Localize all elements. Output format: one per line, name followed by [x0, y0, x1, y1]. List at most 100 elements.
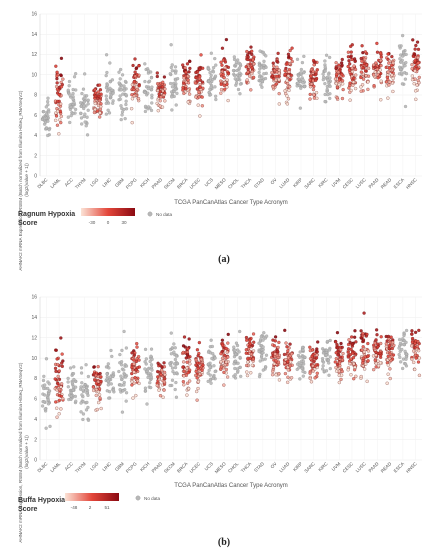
data-point [245, 78, 249, 82]
data-point [414, 43, 418, 48]
data-point [333, 77, 338, 81]
x-tick-label: PCPG [125, 461, 138, 474]
data-point [194, 358, 198, 362]
data-point [86, 102, 90, 106]
data-point [263, 76, 268, 81]
data-point [295, 57, 300, 61]
data-point [121, 92, 125, 96]
data-point [108, 86, 112, 90]
data-point [86, 98, 90, 102]
data-point [334, 351, 338, 355]
data-point [336, 70, 341, 74]
data-point [387, 66, 391, 70]
data-point [174, 103, 178, 107]
data-point [160, 365, 164, 369]
data-point [93, 88, 97, 92]
data-point [234, 81, 239, 85]
data-point [209, 85, 213, 89]
data-point [341, 351, 345, 356]
data-point [111, 101, 115, 105]
data-point [308, 345, 312, 349]
data-point [374, 328, 379, 332]
data-point [276, 360, 281, 364]
data-point [123, 375, 128, 379]
data-point [323, 82, 327, 86]
data-point [359, 70, 364, 74]
data-point [350, 69, 355, 74]
data-point [248, 74, 252, 78]
data-point [93, 94, 97, 98]
data-point [286, 375, 290, 379]
panel-caption: (b) [218, 537, 230, 548]
data-point [352, 76, 356, 80]
data-point [301, 81, 305, 85]
data-point [198, 372, 202, 376]
data-point [286, 349, 290, 353]
data-point [334, 357, 338, 361]
data-point [56, 109, 60, 113]
y-tick-label: 0 [34, 174, 37, 180]
data-point [96, 390, 101, 394]
x-tick-label: CESC [342, 177, 355, 190]
data-point [130, 371, 134, 376]
data-point [360, 59, 364, 63]
data-point [376, 345, 380, 349]
data-point [182, 81, 186, 85]
data-point [287, 70, 291, 74]
data-point [321, 351, 326, 355]
data-point [207, 368, 211, 372]
data-point [162, 361, 166, 365]
data-point [57, 398, 62, 403]
data-point [195, 376, 199, 380]
data-point [136, 97, 141, 101]
y-tick-label: 12 [31, 52, 37, 58]
data-point [341, 82, 345, 86]
data-point [104, 365, 109, 369]
data-point [186, 381, 190, 385]
data-point [324, 348, 329, 352]
data-point [143, 360, 147, 364]
data-point [389, 358, 393, 363]
data-point [245, 338, 249, 342]
data-point [231, 68, 236, 73]
data-point [326, 358, 331, 362]
data-point [337, 82, 341, 87]
data-point [211, 376, 215, 381]
data-point [198, 67, 202, 71]
data-point [366, 80, 370, 84]
data-point [175, 91, 179, 95]
data-point [348, 361, 352, 366]
data-point [366, 354, 370, 359]
data-point [130, 376, 134, 381]
data-point [325, 87, 329, 92]
data-point [410, 332, 414, 336]
data-point [85, 115, 89, 119]
data-point [137, 358, 141, 362]
data-point [98, 111, 102, 115]
data-point [233, 366, 237, 371]
data-point [54, 348, 58, 352]
data-point [170, 346, 175, 350]
x-tick-label: LIHC [101, 461, 112, 472]
data-point [86, 418, 91, 422]
data-point [417, 75, 421, 80]
data-point [157, 388, 161, 392]
data-point [40, 404, 45, 408]
data-point [72, 365, 76, 369]
data-point [372, 63, 376, 67]
data-point [238, 365, 242, 369]
data-point [276, 51, 280, 55]
data-point [413, 59, 417, 63]
scale-tick-max: 51 [104, 505, 110, 510]
data-point [273, 335, 278, 339]
x-tick-label: LAML [49, 177, 61, 189]
data-point [99, 375, 103, 379]
x-tick-label: UVM [331, 177, 342, 188]
data-point [252, 62, 256, 66]
data-point [410, 357, 414, 361]
data-point [69, 394, 73, 398]
data-point [124, 107, 129, 111]
data-point [244, 348, 248, 352]
data-point [173, 346, 177, 350]
data-point [300, 60, 305, 65]
